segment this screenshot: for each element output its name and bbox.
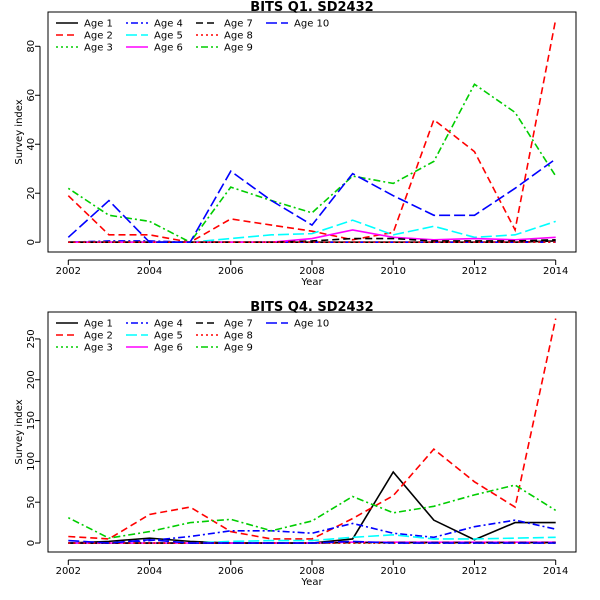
y-tick-label: 0: [26, 239, 37, 245]
legend-label: Age 10: [294, 319, 329, 330]
y-axis: 0 20 40 60 80: [26, 40, 41, 245]
legend-label: Age 3: [84, 343, 113, 354]
y-tick-label: 50: [26, 496, 37, 509]
x-tick-label: 2006: [218, 566, 243, 577]
series-line: [67, 484, 557, 539]
x-tick-label: 2010: [381, 566, 406, 577]
chart-title: BITS Q4. SD2432: [250, 300, 373, 315]
legend-label: Age 6: [154, 343, 183, 354]
y-tick-label: 250: [26, 329, 37, 348]
series-line: [67, 83, 557, 244]
x-axis-label: Year: [300, 277, 323, 288]
y-tick-label: 150: [26, 411, 37, 430]
y-axis-label: Survey index: [14, 99, 25, 164]
x-axis: 2002 2004 2006 2008 2010 2012 2014: [56, 259, 568, 277]
y-tick-label: 200: [26, 370, 37, 389]
x-tick-label: 2012: [462, 266, 487, 277]
x-tick-label: 2014: [543, 266, 568, 277]
legend-label: Age 8: [224, 331, 253, 342]
series-age-1: [68, 470, 556, 544]
y-axis: 0 50 100 150 200 250: [26, 329, 41, 546]
legend-label: Age 2: [84, 31, 113, 42]
y-axis-label: Survey index: [14, 399, 25, 464]
series-age-10: [67, 158, 557, 244]
y-tick-label: 0: [26, 540, 37, 546]
series-age-9: [67, 83, 557, 244]
series-line: [67, 158, 557, 244]
series-age-2: [68, 318, 557, 540]
x-axis: 2002 2004 2006 2008 2010 2012 2014: [56, 559, 568, 577]
series-age-2: [67, 19, 557, 244]
x-tick-label: 2004: [137, 566, 162, 577]
x-tick-label: 2008: [299, 566, 324, 577]
legend-label: Age 5: [154, 331, 183, 342]
legend-label: Age 7: [224, 19, 253, 30]
x-tick-label: 2002: [56, 266, 81, 277]
x-tick-label: 2014: [543, 566, 568, 577]
x-tick-label: 2006: [218, 266, 243, 277]
legend-label: Age 4: [154, 319, 183, 330]
legend-label: Age 9: [224, 43, 253, 54]
y-tick-label: 40: [26, 138, 37, 151]
y-tick-label: 60: [26, 89, 37, 102]
y-tick-label: 100: [26, 452, 37, 471]
legend-label: Age 1: [84, 19, 113, 30]
x-tick-label: 2002: [56, 566, 81, 577]
legend-label: Age 3: [84, 43, 113, 54]
legend-label: Age 2: [84, 331, 113, 342]
plot-frame: [47, 311, 577, 553]
legend-label: Age 8: [224, 31, 253, 42]
plot-frame: [47, 11, 577, 253]
legend-label: Age 7: [224, 319, 253, 330]
x-tick-label: 2004: [137, 266, 162, 277]
legend-label: Age 4: [154, 19, 183, 30]
series-age-9: [67, 484, 557, 539]
series-age-10: [68, 538, 556, 544]
chart-title: BITS Q1. SD2432: [250, 0, 373, 15]
x-tick-label: 2010: [381, 266, 406, 277]
legend-label: Age 1: [84, 319, 113, 330]
x-tick-label: 2012: [462, 566, 487, 577]
x-tick-label: 2008: [299, 266, 324, 277]
y-tick-label: 80: [26, 40, 37, 53]
y-tick-label: 20: [26, 187, 37, 200]
series-line: [68, 318, 557, 540]
series-line: [68, 470, 556, 544]
legend-label: Age 10: [294, 19, 329, 30]
series-line: [67, 19, 557, 244]
legend-label: Age 5: [154, 31, 183, 42]
legend-label: Age 9: [224, 343, 253, 354]
legend-label: Age 6: [154, 43, 183, 54]
x-axis-label: Year: [300, 577, 323, 588]
